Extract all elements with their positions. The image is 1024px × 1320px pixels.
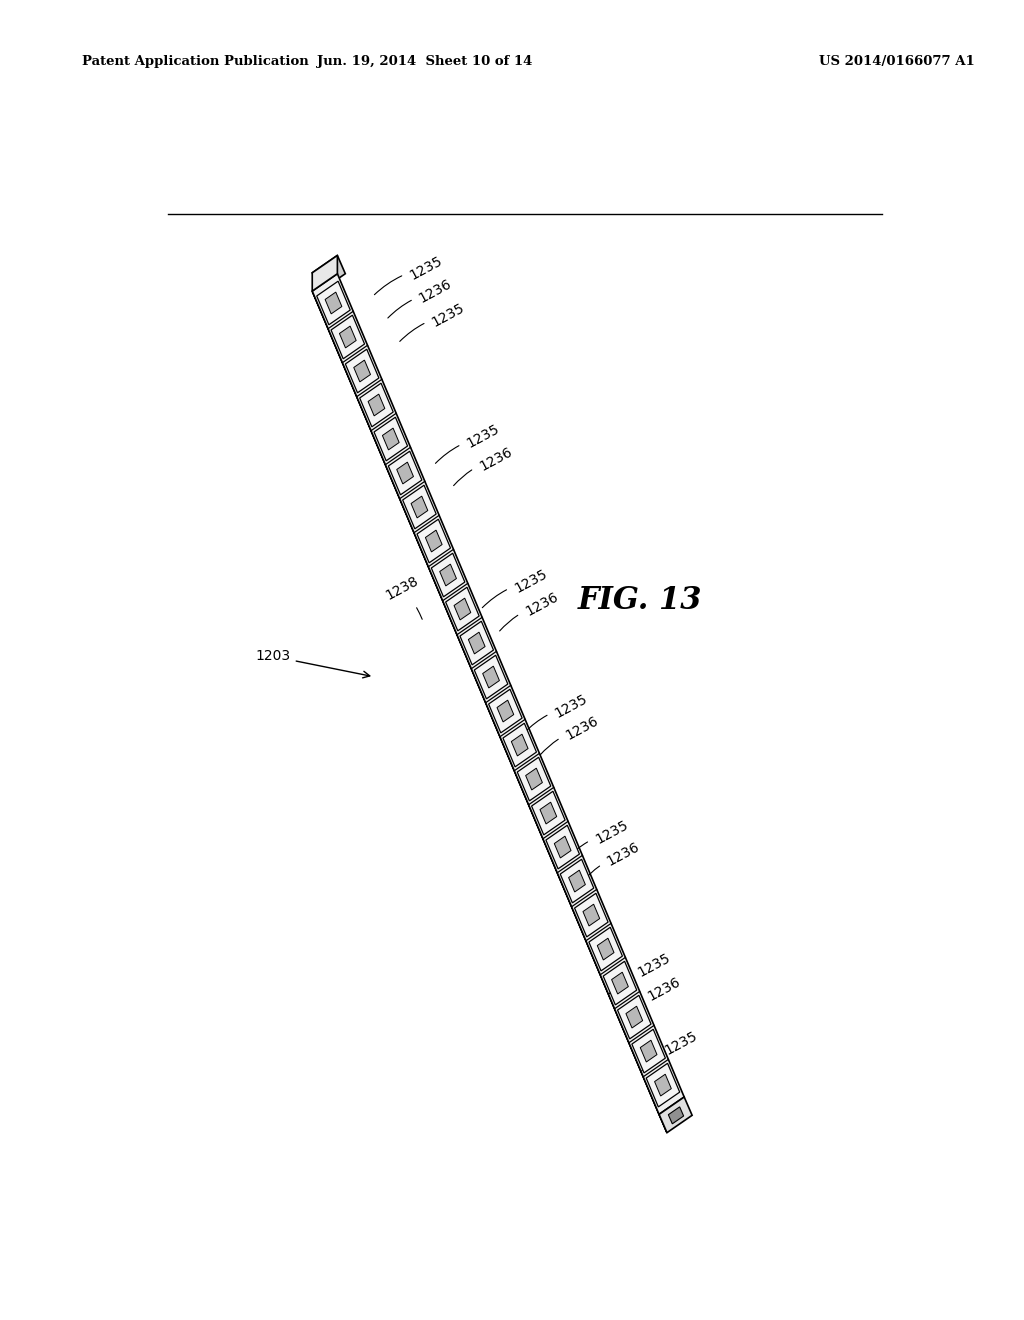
Polygon shape [312,273,684,1114]
Polygon shape [331,315,365,359]
Polygon shape [312,255,345,292]
Polygon shape [659,1097,692,1133]
Polygon shape [589,927,623,972]
Text: 1236: 1236 [582,840,642,882]
Polygon shape [431,553,465,597]
Text: FIG. 13: FIG. 13 [578,585,702,616]
Polygon shape [546,825,580,869]
Text: Patent Application Publication: Patent Application Publication [82,55,308,69]
Polygon shape [560,859,594,903]
Polygon shape [531,791,565,834]
Text: 1236: 1236 [625,975,683,1018]
Text: 1235: 1235 [565,817,631,859]
Polygon shape [597,939,614,960]
Polygon shape [540,803,557,824]
Polygon shape [468,632,485,653]
Polygon shape [454,598,471,620]
Polygon shape [511,734,528,756]
Text: 1238: 1238 [383,573,422,619]
Polygon shape [611,973,629,994]
Polygon shape [554,836,571,858]
Polygon shape [402,486,436,529]
Polygon shape [517,758,551,801]
Text: 1235: 1235 [375,253,444,294]
Text: 1236: 1236 [540,714,601,755]
Polygon shape [439,564,457,586]
Polygon shape [617,995,651,1039]
Polygon shape [339,326,356,348]
Polygon shape [388,451,422,495]
Polygon shape [460,622,494,665]
Polygon shape [445,587,479,631]
Polygon shape [345,350,379,393]
Text: 1236: 1236 [388,277,455,318]
Text: 1203: 1203 [256,649,370,678]
Polygon shape [368,395,385,416]
Polygon shape [312,292,667,1133]
Polygon shape [669,1107,684,1123]
Polygon shape [488,689,522,733]
Polygon shape [525,768,543,789]
Polygon shape [632,1030,666,1073]
Polygon shape [654,1074,672,1096]
Polygon shape [603,961,637,1005]
Text: 1235: 1235 [399,300,467,342]
Polygon shape [503,723,537,767]
Polygon shape [583,904,600,925]
Polygon shape [325,292,342,314]
Polygon shape [482,667,500,688]
Text: 1236: 1236 [454,445,514,486]
Polygon shape [396,462,414,484]
Polygon shape [626,1006,643,1028]
Text: 1235: 1235 [609,950,673,994]
Polygon shape [646,1064,680,1107]
Polygon shape [497,700,514,722]
Text: US 2014/0166077 A1: US 2014/0166077 A1 [819,55,975,69]
Polygon shape [353,360,371,381]
Text: 1235: 1235 [482,566,549,607]
Polygon shape [417,519,451,562]
Polygon shape [382,428,399,450]
Polygon shape [425,531,442,552]
Polygon shape [574,894,608,937]
Polygon shape [312,255,337,292]
Polygon shape [411,496,428,517]
Polygon shape [316,281,350,325]
Polygon shape [374,417,408,461]
Polygon shape [640,1040,657,1063]
Text: 1235: 1235 [435,422,502,463]
Text: Jun. 19, 2014  Sheet 10 of 14: Jun. 19, 2014 Sheet 10 of 14 [317,55,532,69]
Text: 1236: 1236 [500,590,560,631]
Polygon shape [474,655,508,698]
Text: 1235: 1235 [524,692,590,733]
Polygon shape [359,383,393,426]
Polygon shape [568,870,586,892]
Text: 1235: 1235 [642,1028,700,1071]
